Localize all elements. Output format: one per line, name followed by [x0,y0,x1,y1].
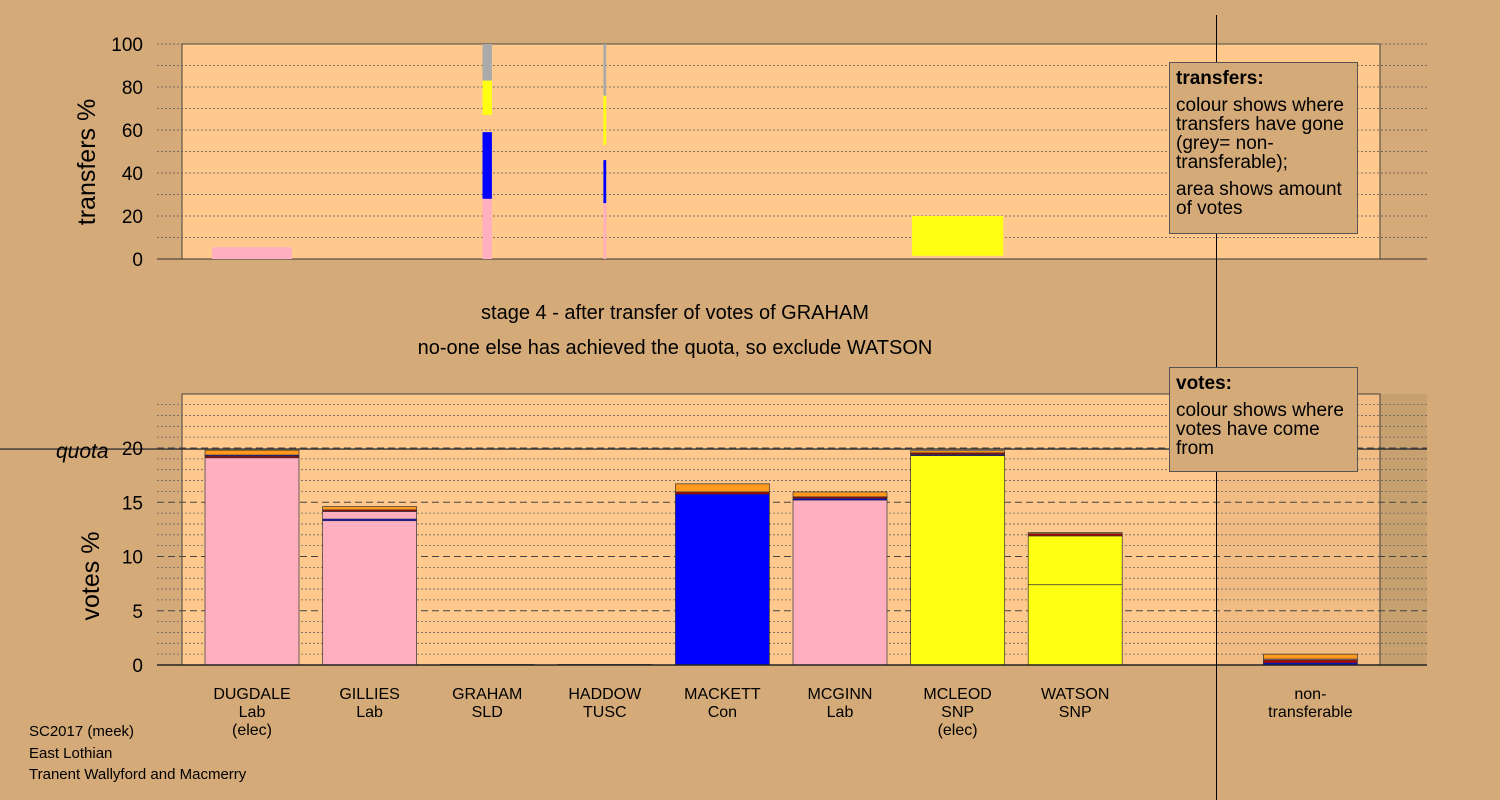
transfer-bar-segment [482,132,492,199]
vote-bar-segment [204,449,300,456]
category-label: Lab [239,704,266,721]
votes-legend-text: colour shows where votes have come from [1176,400,1344,459]
vote-bar-segment [1263,659,1358,664]
quota-label: quota [56,440,109,463]
transfers-y-tick-label: 80 [122,78,143,99]
transfers-legend: transfers: colour shows where transfers … [1169,62,1358,234]
votes-y-tick-label: 0 [132,656,143,677]
vote-bar-segment [1027,532,1123,535]
transfer-bar-segment [603,44,607,96]
vote-bar-segment [792,491,888,498]
footer-council: East Lothian [29,745,113,762]
category-label: HADDOW [568,686,642,703]
vote-bar-segment [1263,653,1358,660]
category-label: WATSON [1041,686,1109,703]
transfers-y-tick-label: 20 [122,207,143,228]
transfer-bar-segment [603,95,607,146]
transfer-bar-segment [482,44,492,81]
category-label: TUSC [583,704,627,721]
votes-y-axis-label: votes % [77,532,105,621]
transfers-y-tick-label: 100 [111,35,143,56]
vote-bar-segment [1027,584,1123,666]
vote-bar-segment [910,455,1005,666]
category-label: MCLEOD [923,686,991,703]
vote-bar-segment [675,483,770,493]
transfer-bar-segment [603,160,607,204]
stage-subtitle: no-one else has achieved the quota, so e… [417,337,933,359]
votes-y-tick-label: 20 [122,439,143,460]
category-label: GILLIES [339,686,399,703]
category-label: GRAHAM [452,686,522,703]
category-label: MACKETT [684,686,761,703]
category-label: transferable [1268,704,1353,721]
transfers-legend-area-text: area shows amount of votes [1176,179,1342,219]
category-label: Lab [356,704,383,721]
transfers-y-tick-label: 0 [132,250,143,271]
transfer-bar-segment [482,80,492,115]
vote-bar-segment [675,493,770,666]
category-label: DUGDALE [213,686,290,703]
category-label: non- [1294,686,1326,703]
category-label: (elec) [232,722,272,739]
votes-y-tick-label: 5 [132,602,143,623]
transfer-bar-segment [603,203,607,259]
vote-bar-segment [1027,535,1123,586]
stage-title: stage 4 - after transfer of votes of GRA… [481,302,869,324]
transfer-bar-segment [482,198,492,259]
footer-ward: Tranent Wallyford and Macmerry [29,766,247,783]
votes-legend-title: votes: [1176,373,1232,394]
vote-bar-segment [204,457,300,666]
votes-legend: votes: colour shows where votes have com… [1169,367,1358,472]
vote-bar-segment [322,511,417,520]
vote-bar-segment [322,506,417,511]
votes-y-tick-label: 15 [122,493,143,514]
transfer-bar-segment [912,216,1004,256]
vote-bar-segment [322,520,417,666]
category-label: SNP [1059,704,1092,721]
transfers-legend-text: colour shows where transfers have gone (… [1176,95,1344,173]
footer-election: SC2017 (meek) [29,723,135,740]
transfers-y-tick-label: 40 [122,164,143,185]
category-label: Con [708,704,737,721]
vote-bar-segment [910,450,1005,454]
category-label: Lab [827,704,854,721]
transfer-bar-segment [212,247,292,259]
category-label: (elec) [938,722,978,739]
category-label: MCGINN [808,686,873,703]
transfers-y-tick-label: 60 [122,121,143,142]
vote-bar-segment [792,499,888,666]
category-label: SNP [941,704,974,721]
votes-y-tick-label: 10 [122,548,143,569]
transfers-legend-title: transfers: [1176,68,1264,89]
transfers-y-axis-label: transfers % [73,99,101,225]
category-label: SLD [472,704,503,721]
